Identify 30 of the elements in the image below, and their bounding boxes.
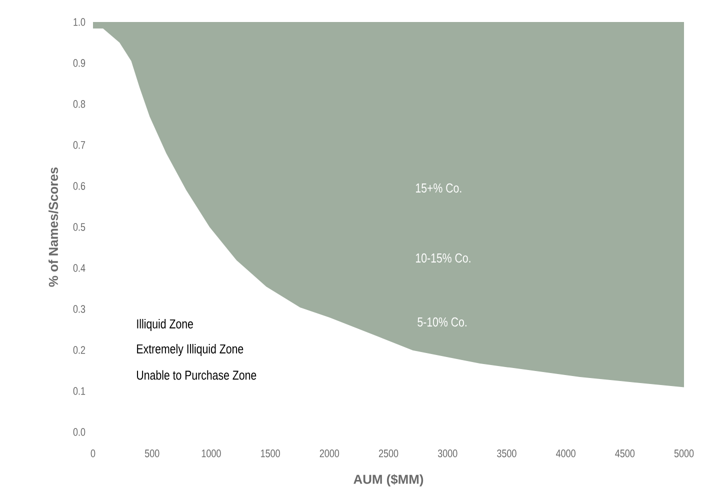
annotation: 15+% Co.	[416, 183, 462, 193]
annotation: Extremely Illiquid Zone	[137, 344, 244, 356]
annotation: 5-10% Co.	[418, 317, 466, 327]
x-tick-label: 4500	[615, 450, 635, 458]
y-tick-label: 1.0	[74, 18, 86, 26]
y-tick-label: 0.7	[73, 141, 86, 149]
y-tick-label: 0.0	[73, 428, 86, 436]
x-tick-label: 2500	[378, 450, 398, 458]
x-tick-label: 1000	[202, 450, 221, 458]
x-axis-title: AUM ($MM)	[354, 474, 424, 486]
y-tick-label: 0.9	[73, 59, 86, 67]
y-axis-title: % of Names/Scores	[48, 167, 58, 287]
y-tick-label: 0.8	[73, 100, 86, 108]
y-tick-label: 0.6	[73, 182, 86, 190]
x-tick-label: 500	[144, 450, 160, 458]
x-tick-label: 2000	[320, 450, 340, 458]
x-tick-label: 4000	[556, 450, 576, 458]
y-tick-label: 0.1	[73, 387, 86, 395]
x-tick-label: 5000	[674, 450, 694, 458]
y-tick-label: 0.3	[73, 305, 86, 313]
x-tick-label: 0	[90, 450, 96, 458]
annotation: 10-15% Co.	[416, 253, 470, 263]
x-tick-label: 3500	[497, 450, 516, 458]
y-tick-label: 0.5	[73, 223, 86, 231]
y-tick-label: 0.4	[73, 264, 86, 272]
x-tick-label: 3000	[438, 450, 458, 458]
annotation: Unable to Purchase Zone	[137, 370, 256, 380]
annotation: Illiquid Zone	[137, 318, 193, 332]
y-tick-label: 0.2	[73, 346, 86, 354]
x-tick-label: 1500	[260, 450, 280, 458]
